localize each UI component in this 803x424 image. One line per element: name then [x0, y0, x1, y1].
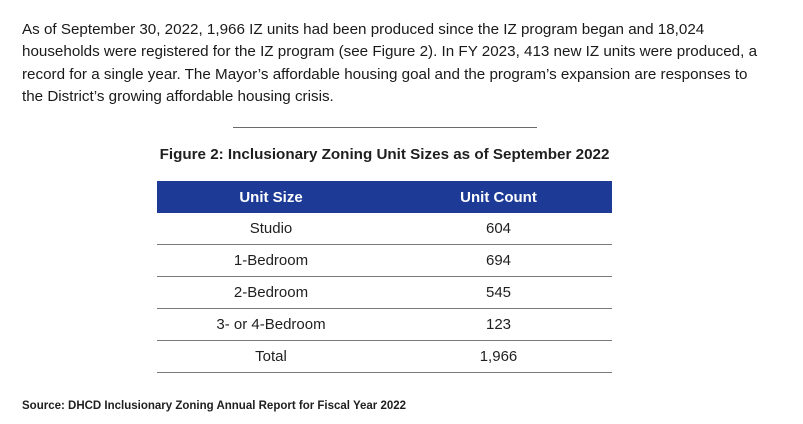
table-row: 3- or 4-Bedroom 123: [157, 308, 612, 341]
unit-count-cell: 123: [385, 308, 612, 341]
unit-size-cell: Total: [157, 340, 385, 373]
unit-size-cell: 1-Bedroom: [157, 244, 385, 277]
intro-paragraph: As of September 30, 2022, 1,966 IZ units…: [22, 21, 758, 105]
unit-count-cell: 545: [385, 276, 612, 309]
unit-size-cell: Studio: [157, 213, 385, 245]
column-header-unit-size: Unit Size: [157, 181, 385, 213]
unit-size-cell: 2-Bedroom: [157, 276, 385, 309]
table-row: Studio 604: [157, 213, 612, 245]
column-header-unit-count: Unit Count: [385, 181, 612, 213]
table-header-row: Unit Size Unit Count: [157, 181, 612, 213]
unit-size-table: Unit Size Unit Count Studio 604 1-Bedroo…: [157, 181, 612, 373]
table-row: 2-Bedroom 545: [157, 276, 612, 309]
section-divider: [233, 127, 537, 128]
table-row: 1-Bedroom 694: [157, 244, 612, 277]
figure-title: Figure 2: Inclusionary Zoning Unit Sizes…: [159, 146, 610, 163]
unit-count-cell: 1,966: [385, 340, 612, 373]
unit-count-cell: 604: [385, 213, 612, 245]
unit-size-cell: 3- or 4-Bedroom: [157, 308, 385, 341]
table-total-row: Total 1,966: [157, 340, 612, 373]
source-note: Source: DHCD Inclusionary Zoning Annual …: [22, 400, 407, 412]
unit-count-cell: 694: [385, 244, 612, 277]
